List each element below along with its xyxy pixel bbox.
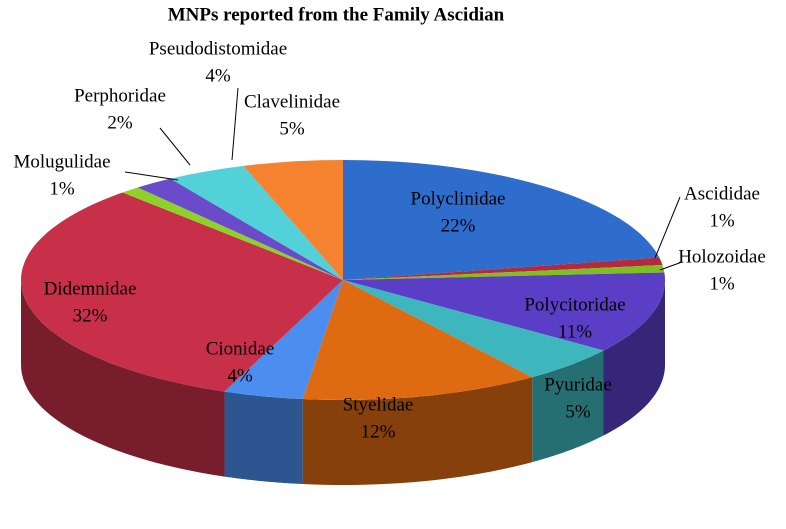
value-label: 5% [565, 401, 591, 422]
slice [343, 257, 663, 280]
slice-label: Polyclinidae [411, 188, 506, 209]
slice [243, 160, 343, 280]
leader-line [654, 196, 681, 259]
slice-label: Molugulidae [13, 151, 110, 172]
value-label: 12% [361, 421, 396, 442]
slice [170, 165, 343, 280]
slice-label: Ascididae [684, 183, 760, 204]
slice-label: Cionidae [206, 338, 275, 359]
value-label: 22% [441, 215, 476, 236]
slice-label: Polycitoridae [524, 294, 625, 315]
chart-title: MNPs reported from the Family Ascidian [168, 4, 505, 25]
value-label: 11% [558, 321, 592, 342]
slice [224, 280, 343, 400]
slice-label: Didemnidae [44, 278, 137, 299]
slice [122, 187, 343, 280]
slice-label: Clavelinidae [244, 91, 340, 112]
slice-label: Pyuridae [544, 374, 612, 395]
value-label: 1% [709, 273, 735, 294]
slice-side [224, 391, 303, 485]
value-label: 4% [227, 365, 253, 386]
slice-label: Styelidae [343, 394, 414, 415]
value-label: 32% [73, 305, 108, 326]
slice [343, 280, 604, 378]
leader-line [159, 127, 191, 166]
slice-label: Pseudodistomidae [149, 38, 287, 59]
slice [20, 192, 343, 392]
slice-side [603, 280, 665, 436]
slice [343, 272, 665, 351]
value-label: 2% [107, 112, 133, 133]
value-label: 4% [205, 65, 231, 86]
slice-side [21, 280, 225, 477]
slice [302, 280, 533, 400]
slice-label: Holozoidae [678, 246, 766, 267]
value-label: 5% [279, 118, 305, 139]
slice [137, 178, 343, 280]
leader-line [231, 87, 239, 161]
value-label: 1% [709, 210, 735, 231]
slice-label: Perphoridae [74, 85, 166, 106]
slice [343, 264, 665, 280]
leader-line [124, 171, 179, 181]
value-label: 1% [49, 178, 75, 199]
slice [343, 160, 660, 280]
slice-side [532, 350, 604, 463]
slice-side [302, 377, 533, 485]
leader-line [659, 261, 683, 271]
